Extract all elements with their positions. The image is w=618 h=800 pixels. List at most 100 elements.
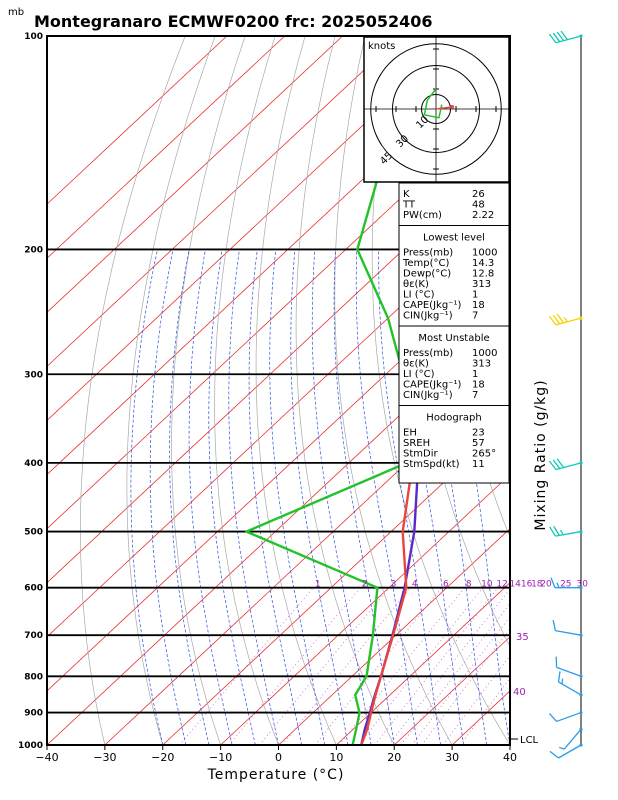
- hodograph-stats-title: Hodograph: [426, 413, 481, 424]
- wind-barb-base: [579, 316, 583, 320]
- wind-barb: [549, 743, 583, 759]
- lowest-level-row-label: LI (°C): [403, 290, 435, 301]
- most-unstable-row-value: 1: [472, 369, 478, 380]
- moist-adiabat-line: [149, 249, 187, 745]
- temperature-tick-label: −10: [209, 751, 232, 764]
- temperature-tick-label: 10: [329, 751, 343, 764]
- isotherm-line: [47, 36, 228, 205]
- dry-adiabat-line: [605, 36, 618, 745]
- wind-barb-half-flag: [561, 678, 564, 685]
- hodograph-stats-row-label: StmSpd(kt): [403, 459, 460, 470]
- wind-barb-base: [579, 710, 583, 715]
- dry-adiabat-line: [171, 36, 246, 745]
- mixing-ratio-label: 14: [509, 580, 521, 590]
- wind-barb-flag: [552, 32, 561, 43]
- wind-barb: [548, 710, 583, 723]
- most-unstable-row-label: CIN(Jkg⁻¹): [403, 390, 453, 401]
- wind-barb-staff: [563, 728, 582, 750]
- wind-barb: [550, 577, 583, 590]
- wind-barb-flag: [552, 459, 561, 469]
- index-value: 48: [472, 200, 485, 211]
- pressure-label: 400: [24, 459, 43, 469]
- wind-barb-flag: [553, 525, 560, 536]
- hodograph-stats-row-label: SREH: [403, 438, 430, 449]
- mixing-ratio-line: [314, 587, 443, 745]
- lowest-level-row-value: 18: [472, 300, 485, 311]
- lowest-level-row-value: 1000: [472, 248, 497, 259]
- storm-motion-point: [450, 105, 454, 109]
- most-unstable-row-label: CAPE(Jkg⁻¹): [403, 380, 461, 391]
- moist-adiabat-line: [378, 249, 441, 745]
- wind-barb-base: [579, 529, 583, 534]
- pressure-label: 700: [24, 631, 43, 641]
- isotherm-line: [220, 474, 510, 745]
- moist-adiabat-line: [228, 249, 279, 745]
- wind-barb: [552, 619, 583, 637]
- wind-barb-flag: [548, 460, 557, 470]
- mixing-ratio-label: 1: [315, 580, 321, 590]
- temperature-tick-label: 20: [387, 751, 401, 764]
- background-grid: [47, 36, 618, 745]
- dry-adiabat-line: [214, 36, 279, 745]
- dry-adiabat-line: [334, 36, 453, 745]
- wind-barb-half-flag: [563, 317, 568, 323]
- wind-barb-staff: [555, 462, 582, 471]
- hodograph-stats-row-label: StmDir: [403, 449, 438, 460]
- wind-barb-flag: [548, 712, 558, 722]
- temperature-tick-label: 30: [445, 751, 459, 764]
- hodograph-unit: knots: [368, 41, 395, 52]
- wind-barb-base: [579, 727, 583, 731]
- mixing-ratio-label: 18: [531, 580, 543, 590]
- moist-adiabat-line: [130, 249, 164, 745]
- mixing-ratio-line: [411, 616, 510, 745]
- wind-barb-staff: [556, 666, 582, 677]
- chart-title: Montegranaro ECMWF0200 frc: 2025052406: [34, 12, 433, 31]
- most-unstable-row-label: Press(mb): [403, 348, 453, 359]
- pressure-label: 500: [24, 528, 43, 538]
- isotherm-line: [47, 36, 343, 313]
- wind-barb-flag: [560, 30, 568, 41]
- wind-barbs: [548, 30, 583, 759]
- wind-barb-base: [579, 586, 583, 590]
- lowest-level-row-value: 14.3: [472, 258, 494, 269]
- pressure-label: 100: [24, 32, 43, 42]
- wind-barb-base: [579, 693, 583, 697]
- wind-barb-flag: [548, 33, 557, 44]
- lowest-level-row-label: CAPE(Jkg⁻¹): [403, 300, 461, 311]
- wind-barb-staff: [558, 744, 582, 759]
- wind-barb: [548, 30, 583, 44]
- most-unstable-row-value: 313: [472, 359, 491, 370]
- moist-adiabat-line: [290, 249, 349, 745]
- lowest-level-row-value: 313: [472, 279, 491, 290]
- pressure-label: 1000: [18, 741, 43, 751]
- mixing-ratio-label: 12: [496, 580, 507, 590]
- lcl-label: LCL: [520, 735, 539, 746]
- wind-barb-staff: [558, 681, 582, 696]
- temperature-tick-label: −40: [35, 751, 58, 764]
- wind-barb: [558, 727, 583, 750]
- dry-adiabat-line: [126, 36, 216, 745]
- wind-barb-staff: [555, 317, 582, 326]
- wind-barb-flag: [556, 313, 565, 324]
- dry-adiabat-line: [255, 36, 337, 745]
- moist-adiabat-line: [333, 249, 395, 745]
- most-unstable-title: Most Unstable: [418, 333, 489, 344]
- wind-barb-flag: [552, 314, 561, 325]
- lowest-level-row-label: CIN(Jkg⁻¹): [403, 311, 453, 322]
- lowest-level-title: Lowest level: [423, 233, 485, 244]
- wind-barb-flag: [556, 31, 565, 42]
- wind-barb-staff: [555, 35, 582, 44]
- isotherm-line: [278, 528, 510, 745]
- moist-adiabat-line: [311, 249, 372, 745]
- pressure-label: 200: [24, 245, 43, 255]
- hodograph-stats-row-label: EH: [403, 428, 417, 439]
- mixing-ratio-label: 30: [576, 580, 588, 590]
- storm-motion-vector: [435, 106, 453, 110]
- isotherm-line: [47, 203, 510, 638]
- wind-barb-staff: [556, 711, 582, 723]
- lowest-level-row-label: Press(mb): [403, 248, 453, 259]
- dry-adiabat-line: [295, 36, 395, 745]
- wind-barb: [548, 313, 583, 326]
- mixing-ratio-label: 3: [391, 580, 397, 590]
